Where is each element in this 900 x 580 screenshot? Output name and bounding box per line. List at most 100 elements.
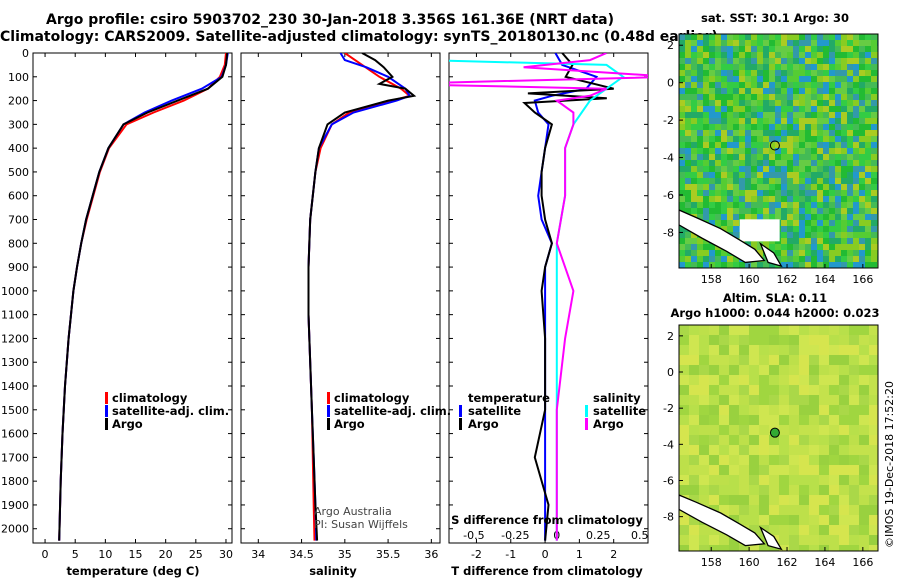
map-cell xyxy=(721,148,728,155)
lat-tick-label: -6 xyxy=(663,474,674,487)
s-diff-tick-label: -0.25 xyxy=(501,529,529,542)
map-cell xyxy=(811,94,818,101)
map-cell xyxy=(823,166,830,173)
map-cell xyxy=(745,100,752,107)
map-cell xyxy=(787,130,794,137)
map-cell xyxy=(829,355,840,366)
map-cell xyxy=(721,34,728,41)
credit-argo-australia: Argo Australia xyxy=(314,505,392,518)
map-cell xyxy=(727,106,734,113)
map-cell xyxy=(739,172,746,179)
map-cell xyxy=(799,355,810,366)
map-cell xyxy=(729,505,740,516)
map-cell xyxy=(721,40,728,47)
map-cell xyxy=(817,202,824,209)
map-cell xyxy=(869,395,878,406)
legend-label-satellite: satellite-adj. clim. xyxy=(112,404,229,418)
map-cell xyxy=(759,385,770,396)
series-line xyxy=(449,53,648,541)
map-cell xyxy=(739,435,750,446)
map-cell xyxy=(709,325,720,336)
map-cell xyxy=(853,220,860,227)
map-cell xyxy=(691,106,698,113)
map-cell xyxy=(739,445,750,456)
map-cell xyxy=(841,256,848,263)
map-cell xyxy=(871,52,878,59)
map-cell xyxy=(733,130,740,137)
map-cell xyxy=(729,445,740,456)
map-cell xyxy=(817,136,824,143)
map-cell xyxy=(829,82,836,89)
map-cell xyxy=(739,505,750,516)
map-cell xyxy=(811,46,818,53)
map-cell xyxy=(733,202,740,209)
map-cell xyxy=(847,250,854,257)
map-cell xyxy=(763,94,770,101)
map-cell xyxy=(763,166,770,173)
map-cell xyxy=(835,88,842,95)
map-cell xyxy=(853,70,860,77)
map-cell xyxy=(727,70,734,77)
lat-tick-label: 2 xyxy=(667,39,674,52)
map-cell xyxy=(769,70,776,77)
map-cell xyxy=(787,256,794,263)
map-cell xyxy=(841,214,848,221)
map-cell xyxy=(799,130,806,137)
map-cell xyxy=(787,118,794,125)
map-cell xyxy=(689,365,700,376)
map-cell xyxy=(811,154,818,161)
map-cell xyxy=(719,505,730,516)
map-cell xyxy=(745,190,752,197)
map-cell xyxy=(727,76,734,83)
map-cell xyxy=(685,82,692,89)
map-cell xyxy=(779,435,790,446)
map-cell xyxy=(715,124,722,131)
map-cell xyxy=(859,52,866,59)
map-cell xyxy=(835,82,842,89)
map-cell xyxy=(823,160,830,167)
map-cell xyxy=(871,76,878,83)
map-cell xyxy=(739,142,746,149)
map-cell xyxy=(829,220,836,227)
map-cell xyxy=(699,415,710,426)
map-cell xyxy=(799,238,806,245)
map-cell xyxy=(823,232,830,239)
map-cell xyxy=(819,415,830,426)
map-cell xyxy=(811,172,818,179)
map-cell xyxy=(839,325,850,336)
map-cell xyxy=(709,106,716,113)
map-cell xyxy=(769,106,776,113)
map-cell xyxy=(871,148,878,155)
map-cell xyxy=(709,545,720,551)
map-cell xyxy=(835,46,842,53)
map-cell xyxy=(709,160,716,167)
depth-tick-label: 1500 xyxy=(1,404,29,417)
map-cell xyxy=(721,106,728,113)
map-cell xyxy=(745,208,752,215)
map-cell xyxy=(763,214,770,221)
map-cell xyxy=(679,262,686,268)
map-cell xyxy=(871,100,878,107)
map-cell xyxy=(823,70,830,77)
map-cell xyxy=(829,435,840,446)
map-cell xyxy=(733,184,740,191)
map-cell xyxy=(715,250,722,257)
map-cell xyxy=(691,124,698,131)
map-cell xyxy=(689,375,700,386)
map-cell xyxy=(715,34,722,41)
map-cell xyxy=(781,244,788,251)
map-cell xyxy=(763,130,770,137)
map-cell xyxy=(787,52,794,59)
map-cell xyxy=(835,190,842,197)
map-cell xyxy=(769,515,780,526)
sst-map xyxy=(679,34,878,268)
map-cell xyxy=(757,136,764,143)
map-cell xyxy=(691,154,698,161)
map-cell xyxy=(811,76,818,83)
map-cell xyxy=(871,124,878,131)
map-cell xyxy=(715,94,722,101)
map-cell xyxy=(817,94,824,101)
map-cell xyxy=(793,46,800,53)
map-cell xyxy=(853,160,860,167)
map-cell xyxy=(727,184,734,191)
